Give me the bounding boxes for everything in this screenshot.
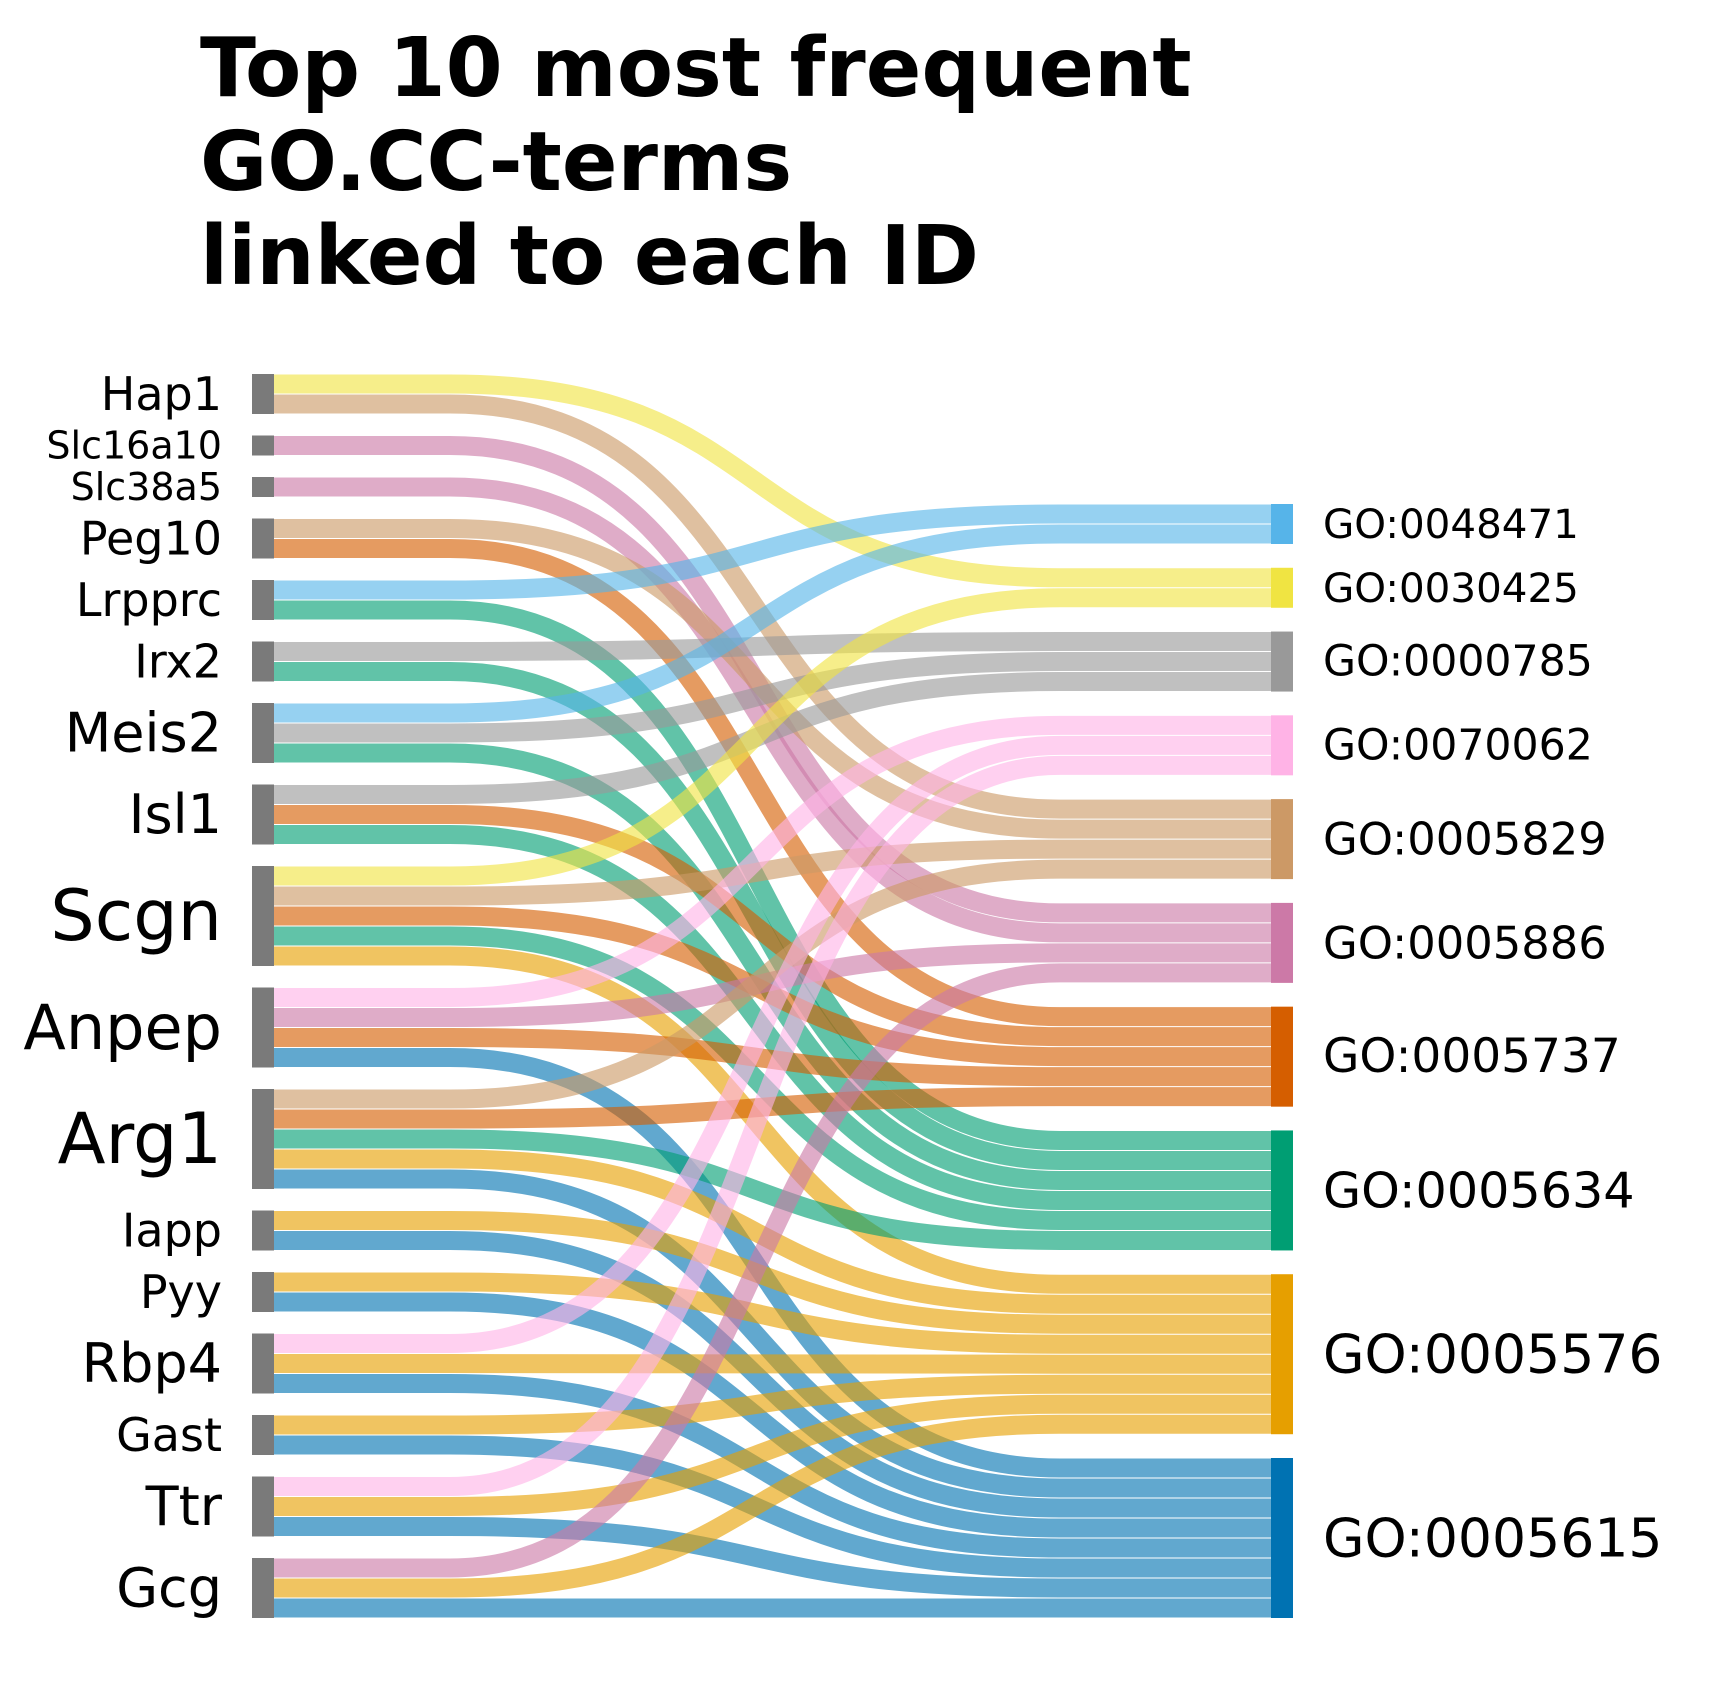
link-hap1-to-go-0030425 <box>274 374 1271 588</box>
link-meis2-to-go-0005634 <box>274 743 1271 1190</box>
source-label-scgn: Scgn <box>50 875 222 957</box>
source-node-hap1 <box>252 374 274 414</box>
source-node-scgn <box>252 866 274 966</box>
source-node-lrpprc <box>252 580 274 620</box>
target-label-go-0005634: GO:0005634 <box>1323 1161 1635 1219</box>
target-node-go-0005886 <box>1271 902 1293 983</box>
chart-title-line-2: GO.CC-terms <box>200 115 793 210</box>
link-peg10-to-go-0005829 <box>274 519 1271 839</box>
link-arg1-to-go-0005576 <box>274 1149 1271 1314</box>
source-node-gcg <box>252 1558 274 1618</box>
chart-title-line-3: linked to each ID <box>200 209 979 304</box>
target-node-go-0005615 <box>1271 1458 1293 1618</box>
source-label-irx2: Irx2 <box>134 635 222 689</box>
source-label-pyy: Pyy <box>140 1265 222 1319</box>
source-node-isl1 <box>252 784 274 845</box>
source-node-pyy <box>252 1272 274 1312</box>
link-isl1-to-go-0005634 <box>274 825 1271 1210</box>
link-meis2-to-go-0000785 <box>274 652 1271 743</box>
link-pyy-to-go-0005576 <box>274 1272 1271 1354</box>
target-label-go-0005829: GO:0005829 <box>1323 813 1607 866</box>
source-node-slc38a5 <box>252 477 274 497</box>
source-node-arg1 <box>252 1089 274 1189</box>
target-label-go-0005576: GO:0005576 <box>1323 1323 1663 1386</box>
source-node-anpep <box>252 987 274 1068</box>
target-node-go-0005634 <box>1271 1130 1293 1251</box>
link-layer <box>274 374 1271 1618</box>
source-node-peg10 <box>252 518 274 559</box>
link-iapp-to-go-0005615 <box>274 1231 1271 1518</box>
source-label-gast: Gast <box>116 1408 222 1462</box>
link-ttr-to-go-0005576 <box>274 1394 1271 1516</box>
source-label-rbp4: Rbp4 <box>82 1332 222 1395</box>
source-node-irx2 <box>252 641 274 682</box>
target-node-go-0005737 <box>1271 1006 1293 1107</box>
source-label-ttr: Ttr <box>145 1475 223 1538</box>
target-node-go-0000785 <box>1271 631 1293 692</box>
source-node-rbp4 <box>252 1333 274 1394</box>
link-gast-to-go-0005576 <box>274 1374 1271 1435</box>
link-rbp4-to-go-0005615 <box>274 1374 1271 1558</box>
target-label-go-0000785: GO:0000785 <box>1323 637 1593 687</box>
source-node-gast <box>252 1415 274 1455</box>
link-gcg-to-go-0005886 <box>274 963 1271 1578</box>
target-label-go-0005737: GO:0005737 <box>1323 1029 1621 1084</box>
link-arg1-to-go-0005615 <box>274 1169 1271 1498</box>
link-arg1-to-go-0005829 <box>274 859 1271 1109</box>
target-node-go-0005829 <box>1271 799 1293 880</box>
source-node-iapp <box>252 1210 274 1251</box>
source-label-slc38a5: Slc38a5 <box>71 465 222 509</box>
link-lrpprc-to-go-0048471 <box>274 504 1271 600</box>
target-label-go-0048471: GO:0048471 <box>1323 500 1579 548</box>
source-node-meis2 <box>252 703 274 763</box>
target-label-go-0070062: GO:0070062 <box>1323 720 1593 770</box>
link-meis2-to-go-0048471 <box>274 524 1271 723</box>
link-slc38a5-to-go-0005886 <box>274 477 1271 943</box>
target-node-go-0048471 <box>1271 504 1293 544</box>
link-rbp4-to-go-0070062 <box>274 735 1271 1353</box>
source-label-peg10: Peg10 <box>80 512 222 566</box>
source-label-hap1: Hap1 <box>101 367 222 421</box>
link-ttr-to-go-0005615 <box>274 1517 1271 1598</box>
link-scgn-to-go-0030425 <box>274 588 1271 886</box>
link-rbp4-to-go-0005576 <box>274 1354 1271 1374</box>
source-label-meis2: Meis2 <box>65 702 222 765</box>
link-irx2-to-go-0000785 <box>274 632 1271 661</box>
chart-title-line-1: Top 10 most frequent <box>200 21 1192 116</box>
source-label-isl1: Isl1 <box>129 783 222 846</box>
source-label-gcg: Gcg <box>116 1557 222 1620</box>
source-label-anpep: Anpep <box>23 991 222 1064</box>
link-anpep-to-go-0070062 <box>274 715 1271 1007</box>
target-node-go-0030425 <box>1271 567 1293 608</box>
source-node-slc16a10 <box>252 435 274 456</box>
chart-title: Top 10 most frequent GO.CC-terms linked … <box>200 22 1192 304</box>
source-node-ttr <box>252 1476 274 1537</box>
link-scgn-to-go-0005634 <box>274 926 1271 1230</box>
target-node-go-0005576 <box>1271 1274 1293 1435</box>
target-label-go-0005615: GO:0005615 <box>1323 1507 1663 1570</box>
target-node-go-0070062 <box>1271 715 1293 776</box>
link-ttr-to-go-0070062 <box>274 755 1271 1496</box>
link-isl1-to-go-0005737 <box>274 805 1271 1047</box>
node-layer <box>252 374 1293 1618</box>
source-label-iapp: Iapp <box>122 1204 222 1258</box>
source-label-lrpprc: Lrpprc <box>76 573 222 627</box>
link-gcg-to-go-0005576 <box>274 1414 1271 1598</box>
link-arg1-to-go-0005634 <box>274 1129 1271 1250</box>
source-label-slc16a10: Slc16a10 <box>46 424 222 468</box>
target-label-go-0030425: GO:0030425 <box>1323 564 1579 612</box>
source-label-arg1: Arg1 <box>58 1098 222 1180</box>
target-label-go-0005886: GO:0005886 <box>1323 916 1607 969</box>
